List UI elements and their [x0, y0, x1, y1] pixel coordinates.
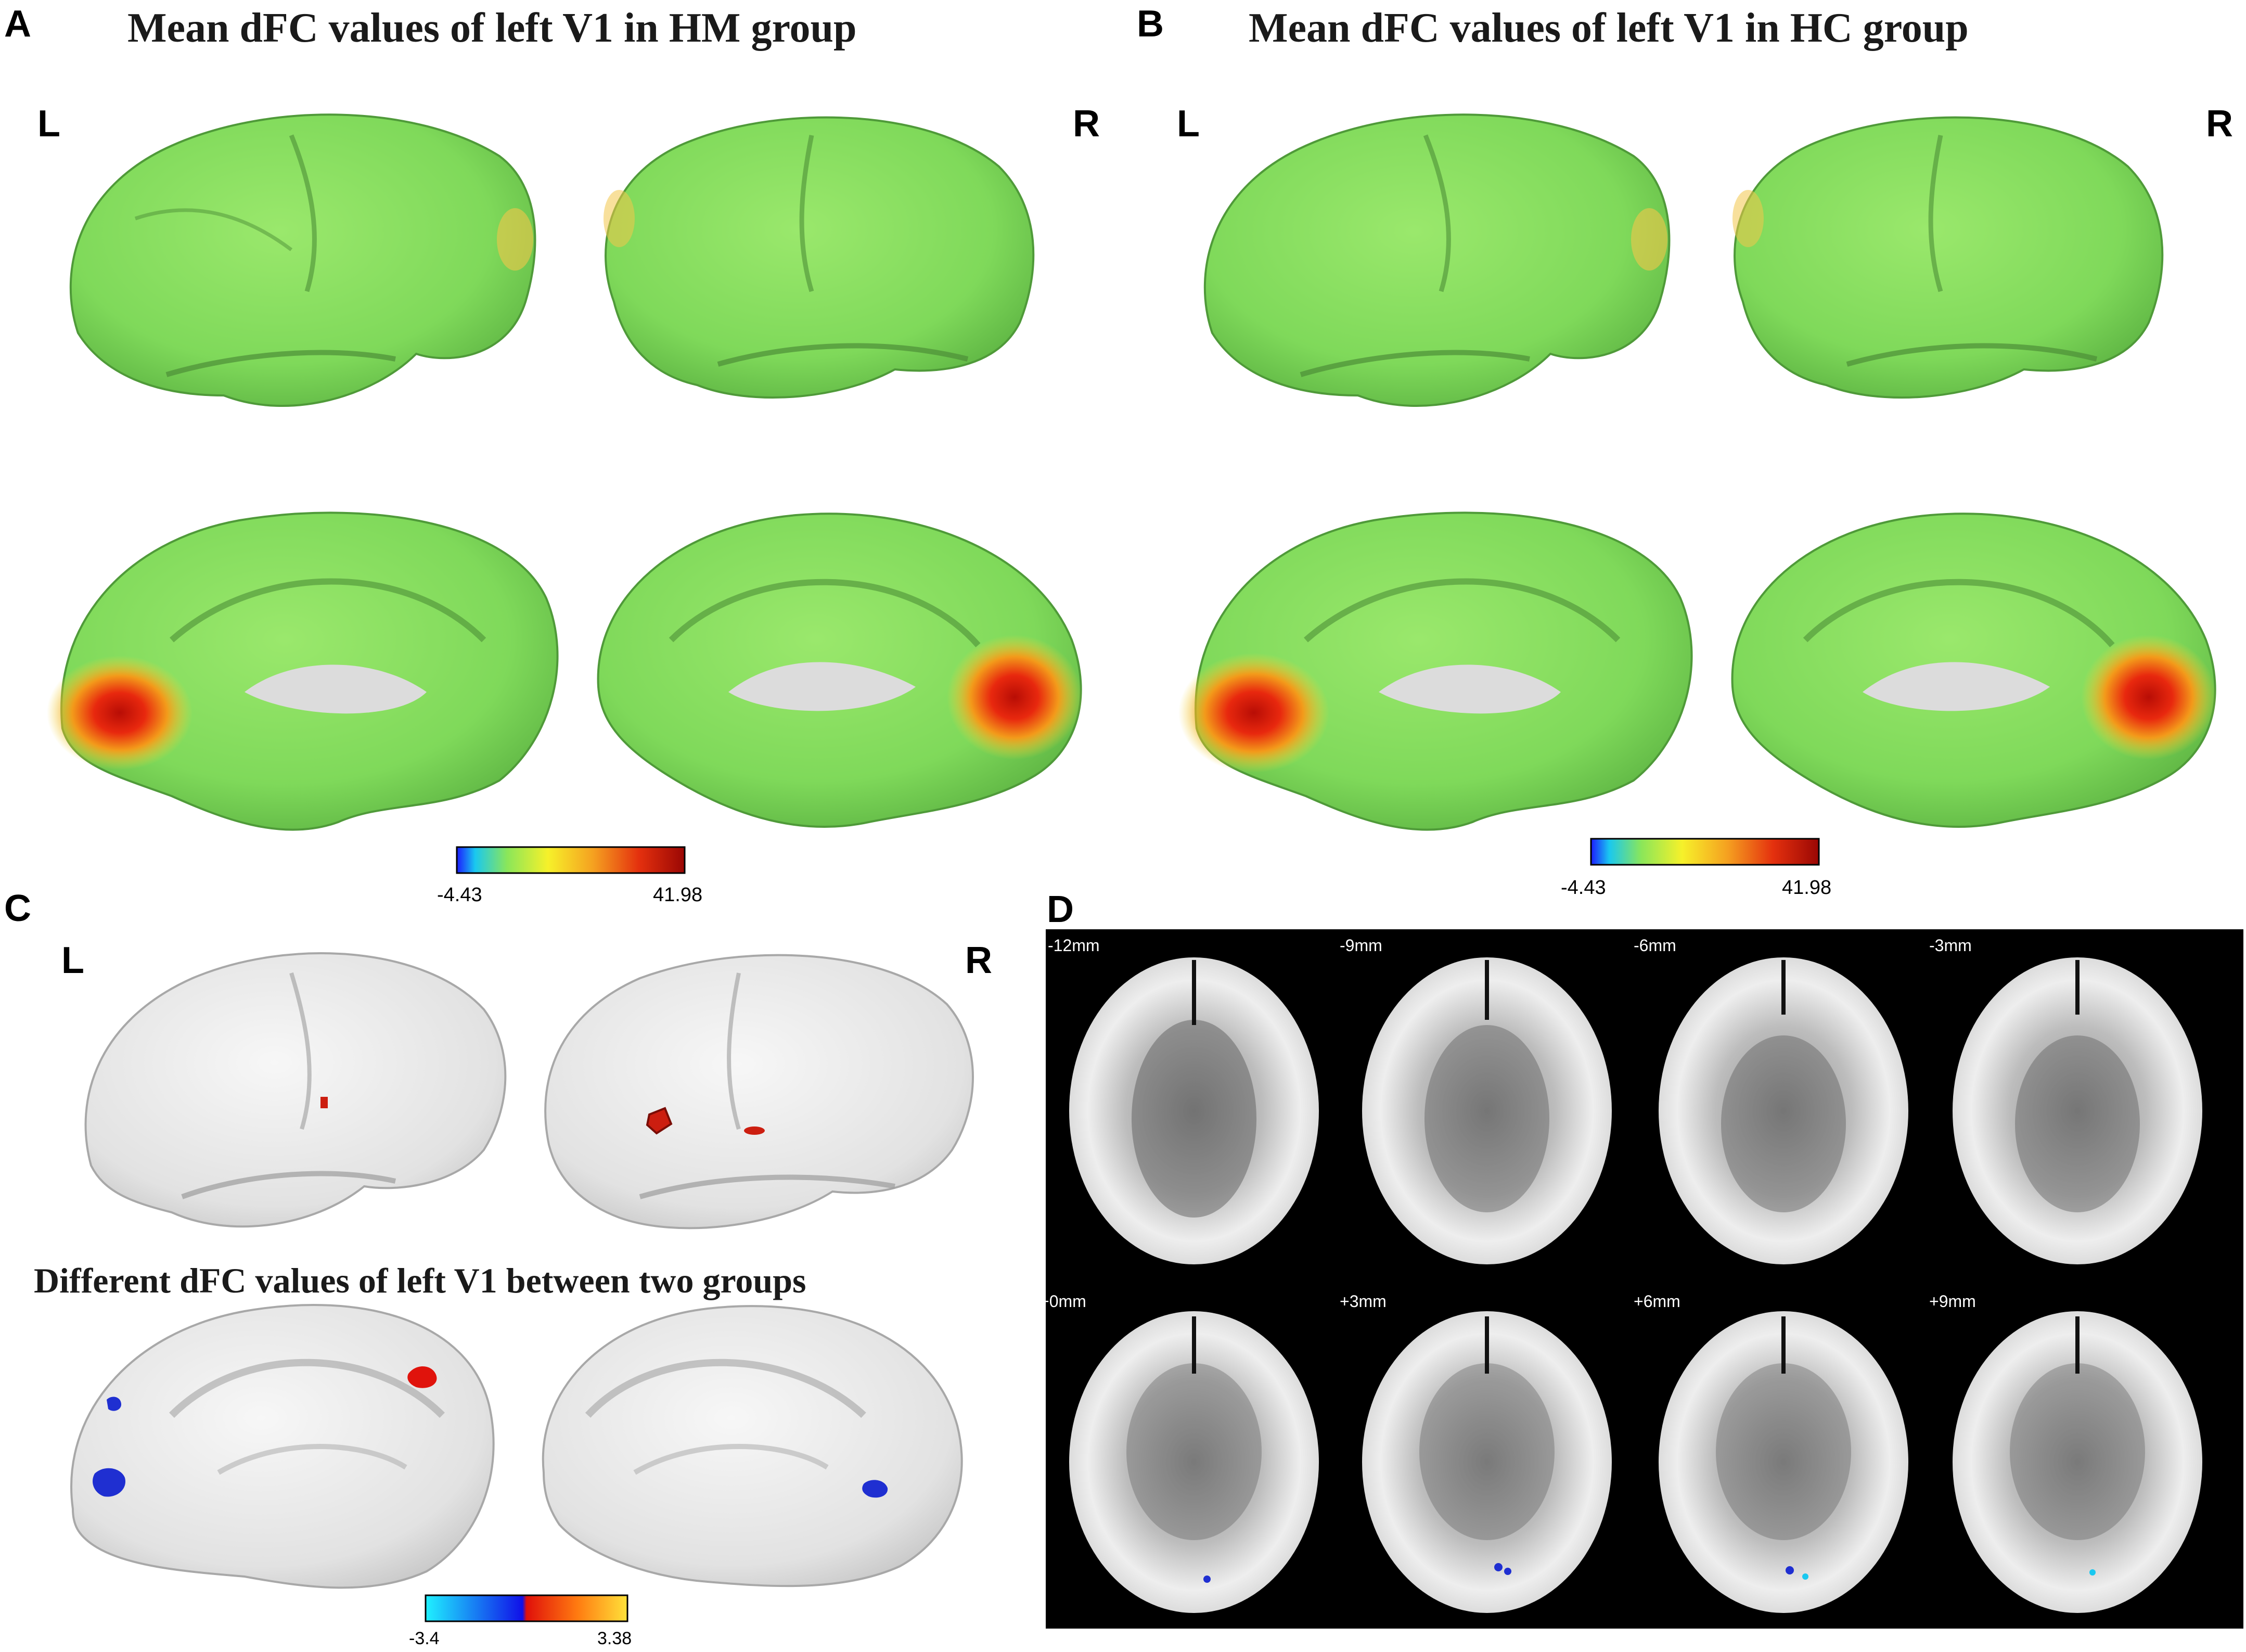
panel-c-title: Different dFC values of left V1 between …: [34, 1261, 806, 1300]
brain-medial-right-b: [1731, 513, 2216, 828]
activation-blue-medial-left-1: [107, 1397, 122, 1411]
panel-c-letter: C: [4, 888, 31, 929]
panel-d: D -12mm -9mm -6mm -3mm +0mm +3mm: [1039, 889, 2243, 1629]
brain-medial-left-a: [47, 511, 559, 831]
mri-slice-8: [1953, 1311, 2202, 1613]
brain-medial-right-a: [597, 513, 1082, 828]
activation-blue-medial-right: [862, 1480, 888, 1498]
slice-label-4: -3mm: [1929, 936, 1972, 955]
activation-red-lateral-left: [320, 1097, 328, 1108]
slice-label-1: -12mm: [1048, 936, 1100, 955]
slice-label-5: +0mm: [1039, 1292, 1086, 1311]
panel-b-title: Mean dFC values of left V1 in HC group: [1249, 5, 1969, 51]
mri-slice-1: [1069, 957, 1319, 1264]
colorbar-a-min: -4.43: [437, 884, 482, 906]
panel-d-letter: D: [1047, 889, 1074, 930]
brain-medial-left-c: [70, 1304, 495, 1589]
activation-red-lateral-right-2: [744, 1126, 765, 1135]
panel-b-letter: B: [1137, 3, 1164, 45]
panel-b-right-label: R: [2206, 103, 2233, 145]
colorbar-c-min: -3.4: [409, 1629, 440, 1648]
slice-label-8: +9mm: [1929, 1292, 1976, 1311]
brain-lateral-right-c: [544, 954, 974, 1230]
mri-slice-6: [1362, 1311, 1612, 1613]
brain-medial-right-c: [542, 1305, 963, 1587]
brain-lateral-left-a: [69, 113, 536, 407]
mri-slice-3: [1659, 957, 1908, 1264]
mri-slice-5: [1069, 1311, 1319, 1613]
mri-slice-2: [1362, 957, 1612, 1264]
panel-a-letter: A: [4, 3, 31, 45]
slice-label-2: -9mm: [1340, 936, 1382, 955]
brain-lateral-right-a: [604, 116, 1035, 399]
panel-a-left-label: L: [37, 103, 60, 145]
activation-blue-medial-left-2: [93, 1468, 125, 1497]
slice-label-7: +6mm: [1634, 1292, 1680, 1311]
colorbar-b-min: -4.43: [1561, 877, 1606, 899]
panel-c-right-label: R: [965, 940, 992, 981]
panel-c: C L R Different dFC values of left V1 be…: [4, 888, 992, 1648]
colorbar-b: -4.43 41.98: [1561, 838, 1831, 899]
colorbar-c-max: 3.38: [597, 1629, 632, 1648]
colorbar-a: -4.43 41.98: [437, 846, 702, 906]
mri-slice-4: [1953, 957, 2202, 1264]
panel-a-title: Mean dFC values of left V1 in HM group: [127, 5, 856, 51]
slice-label-6: +3mm: [1340, 1292, 1387, 1311]
panel-b-left-label: L: [1177, 103, 1200, 145]
panel-a: A Mean dFC values of left V1 in HM group…: [4, 3, 1100, 906]
activation-red-medial-left: [407, 1366, 437, 1388]
colorbar-c: -3.4 3.38: [409, 1594, 632, 1648]
brain-lateral-right-b: [1732, 116, 2164, 399]
panel-c-left-label: L: [61, 940, 84, 981]
mri-slice-7: [1659, 1311, 1908, 1613]
slice-label-3: -6mm: [1634, 936, 1676, 955]
brain-lateral-left-b: [1203, 113, 1671, 407]
colorbar-b-max: 41.98: [1782, 877, 1831, 899]
activation-red-lateral-right-1: [646, 1107, 673, 1135]
panel-b: B Mean dFC values of left V1 in HC group…: [1137, 3, 2233, 899]
panel-a-right-label: R: [1073, 103, 1100, 145]
colorbar-a-max: 41.98: [653, 884, 702, 906]
brain-lateral-left-c: [84, 952, 507, 1228]
brain-medial-left-b: [1178, 511, 1693, 831]
